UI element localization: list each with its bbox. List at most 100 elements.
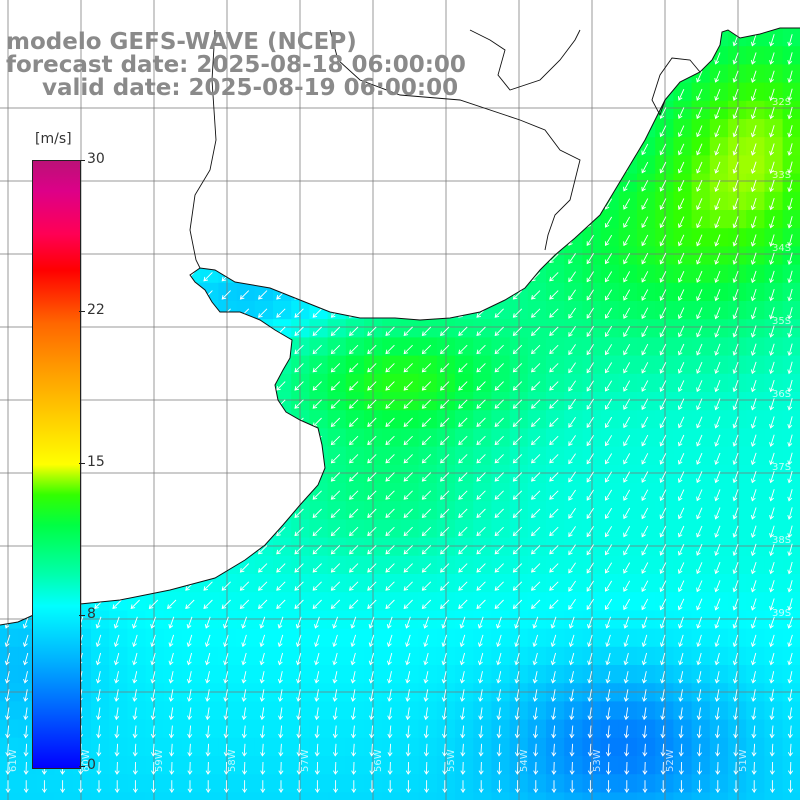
wind-speed-cell: [527, 756, 547, 775]
wind-arrow: [659, 216, 667, 229]
wind-speed-cell: [527, 246, 547, 266]
wind-speed-cell: [163, 592, 183, 611]
wind-arrow: [769, 88, 775, 102]
wind-speed-cell: [254, 446, 274, 466]
wind-speed-cell: [455, 519, 474, 539]
wind-arrow: [769, 507, 775, 520]
wind-arrow: [112, 472, 122, 482]
wind-speed-cell: [764, 392, 784, 411]
wind-arrow: [221, 344, 231, 355]
wind-arrow: [403, 417, 413, 427]
wind-arrow: [312, 308, 322, 318]
wind-speed-cell: [764, 355, 784, 375]
wind-arrow: [421, 381, 432, 391]
wind-speed-cell: [382, 756, 401, 775]
wind-arrow: [94, 545, 104, 555]
wind-arrow: [4, 634, 11, 648]
wind-arrow: [258, 144, 268, 154]
wind-speed-cell: [400, 737, 420, 757]
wind-speed-cell: [218, 155, 238, 175]
wind-speed-cell: [236, 119, 256, 138]
wind-arrow: [421, 326, 432, 336]
wind-arrow: [586, 52, 594, 65]
wind-arrow: [732, 88, 739, 101]
wind-speed-cell: [327, 428, 347, 448]
wind-speed-cell: [109, 592, 128, 611]
wind-speed-cell: [473, 373, 492, 393]
wind-arrow: [787, 561, 793, 575]
wind-arrow: [405, 616, 411, 629]
wind-speed-cell: [491, 210, 511, 229]
wind-speed-cell: [746, 100, 765, 120]
wind-speed-cell: [382, 337, 401, 357]
wind-speed-cell: [182, 355, 201, 375]
wind-arrow: [714, 161, 721, 174]
wind-arrow: [330, 363, 341, 373]
wind-speed-cell: [618, 119, 638, 138]
wind-speed-cell: [491, 82, 511, 102]
wind-arrow: [94, 526, 104, 537]
wind-speed-cell: [728, 683, 747, 702]
wind-arrow: [769, 270, 775, 284]
wind-arrow: [494, 599, 504, 609]
wind-arrow: [276, 417, 286, 427]
wind-arrow: [476, 253, 486, 264]
wind-speed-cell: [618, 82, 638, 102]
wind-speed-cell: [254, 628, 274, 648]
wind-arrow: [21, 199, 31, 209]
wind-arrow: [750, 34, 757, 47]
wind-arrow: [641, 180, 649, 192]
wind-speed-cell: [18, 82, 37, 102]
wind-speed-cell: [691, 646, 711, 666]
wind-arrow: [677, 89, 685, 101]
wind-arrow: [769, 379, 775, 393]
wind-arrow: [294, 363, 304, 373]
wind-arrow: [641, 52, 649, 65]
wind-speed-cell: [564, 173, 583, 193]
wind-speed-cell: [273, 737, 292, 757]
wind-speed-cell: [491, 319, 511, 338]
wind-speed-cell: [527, 683, 547, 702]
wind-speed-cell: [691, 756, 711, 775]
wind-arrow: [659, 198, 667, 210]
wind-arrow: [787, 543, 793, 557]
wind-arrow: [203, 472, 213, 482]
wind-speed-cell: [345, 210, 365, 229]
wind-arrow: [330, 454, 341, 464]
wind-arrow: [531, 53, 541, 63]
wind-speed-cell: [618, 683, 638, 702]
wind-speed-cell: [182, 155, 201, 175]
wind-speed-cell: [618, 46, 638, 65]
wind-arrow: [130, 508, 140, 518]
wind-speed-cell: [491, 737, 511, 757]
wind-arrow: [677, 343, 685, 356]
wind-speed-cell: [273, 337, 292, 357]
wind-speed-cell: [418, 355, 438, 375]
wind-arrow: [568, 307, 576, 319]
wind-speed-cell: [782, 737, 800, 757]
wind-arrow: [714, 70, 721, 83]
wind-arrow: [239, 144, 250, 154]
wind-arrow: [440, 144, 450, 154]
wind-speed-cell: [327, 173, 347, 193]
wind-speed-cell: [145, 264, 165, 284]
wind-arrow: [421, 581, 432, 591]
wind-speed-cell: [127, 501, 147, 520]
wind-speed-cell: [291, 410, 310, 429]
wind-speed-cell: [746, 483, 765, 502]
wind-arrow: [221, 326, 231, 336]
wind-arrow: [659, 507, 667, 520]
wind-speed-cell: [746, 574, 765, 593]
wind-speed-cell: [546, 483, 565, 502]
wind-speed-cell: [91, 210, 110, 229]
wind-speed-cell: [0, 210, 19, 229]
wind-arrow: [403, 181, 413, 191]
wind-arrow: [330, 326, 341, 336]
wind-arrow: [276, 545, 286, 555]
wind-arrow: [696, 361, 703, 374]
wind-arrow: [714, 525, 721, 538]
wind-speed-cell: [382, 264, 401, 284]
wind-arrow: [549, 508, 559, 518]
wind-arrow: [659, 325, 667, 338]
wind-speed-cell: [127, 701, 147, 721]
